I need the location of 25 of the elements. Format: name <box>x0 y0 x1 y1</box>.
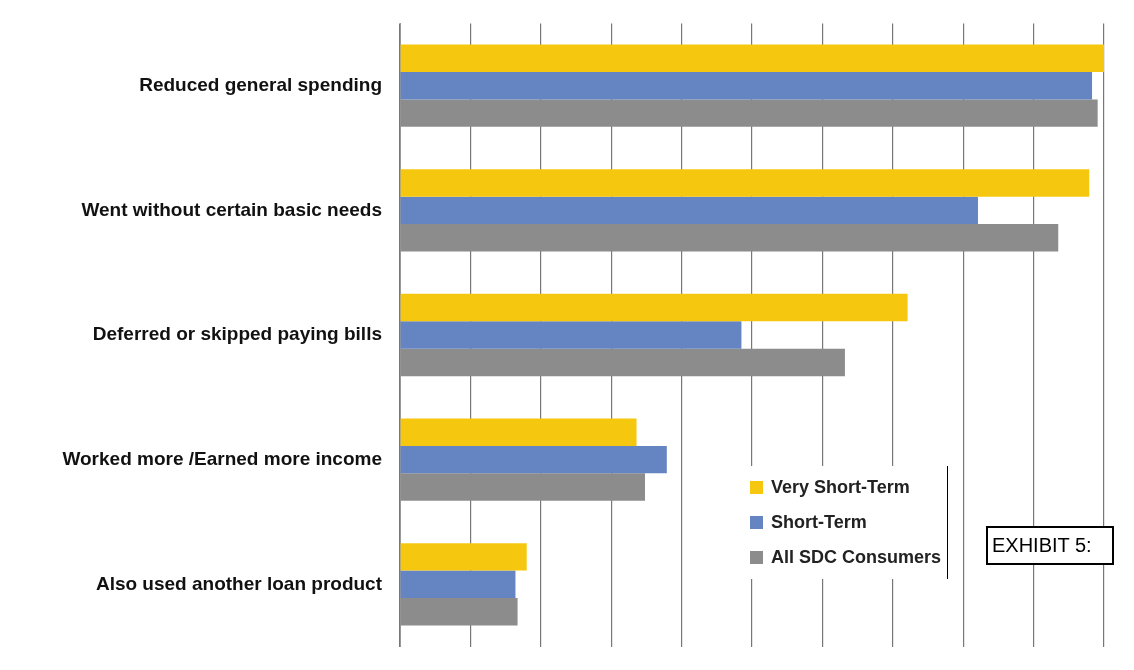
bar <box>400 570 516 598</box>
y-tick-label: Also used another loan product <box>95 572 383 594</box>
bar <box>400 418 637 446</box>
y-tick-label: Worked more /Earned more income <box>62 447 382 469</box>
y-tick-label: Deferred or skipped paying bills <box>92 323 382 345</box>
bar <box>400 99 1098 127</box>
bar <box>400 169 1090 197</box>
bar <box>400 543 527 571</box>
bar <box>400 72 1093 100</box>
bar <box>400 445 667 474</box>
legend-label: All SDC Consumers <box>771 547 942 568</box>
bar <box>400 321 742 349</box>
legend-label: Very Short-Term <box>771 477 910 498</box>
bar <box>400 348 845 377</box>
exhibit-caption-box: EXHIBIT 5: <box>986 526 1114 565</box>
legend-label: Short-Term <box>771 512 867 533</box>
bar <box>400 224 1059 252</box>
bar <box>400 293 908 322</box>
bar <box>400 196 978 225</box>
y-tick-label: Went without certain basic needs <box>81 198 382 220</box>
bar <box>400 473 645 501</box>
y-tick-label: Reduced general spending <box>139 73 382 95</box>
bar <box>400 597 518 626</box>
annotation: EXHIBIT 5: <box>992 534 1092 557</box>
bar <box>400 44 1104 73</box>
